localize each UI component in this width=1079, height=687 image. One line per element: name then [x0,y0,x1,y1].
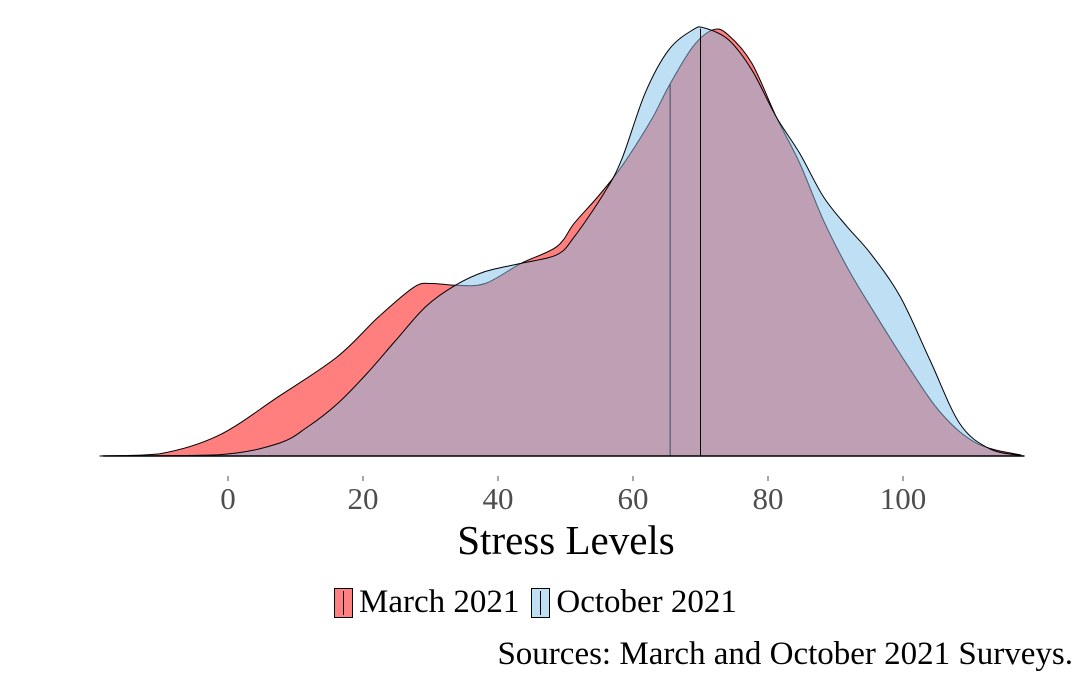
legend-key-october [531,587,551,618]
source-caption: Sources: March and October 2021 Surveys. [497,636,1073,672]
x-tick-label: 40 [483,481,514,516]
legend: March 2021 October 2021 [334,584,749,621]
x-tick-label: 20 [348,481,379,516]
x-axis-title: Stress Levels [457,517,675,563]
x-tick-label: 80 [753,481,784,516]
legend-label-march: March 2021 [359,584,520,620]
legend-key-march [334,587,353,618]
x-tick-label: 100 [880,481,927,516]
x-axis: 0 20 40 60 80 100 [220,476,926,516]
density-area-october [99,26,1022,457]
legend-label-october: October 2021 [556,584,737,620]
x-tick-label: 60 [618,481,649,516]
x-tick-label: 0 [220,481,236,516]
plot-area [99,26,1025,457]
